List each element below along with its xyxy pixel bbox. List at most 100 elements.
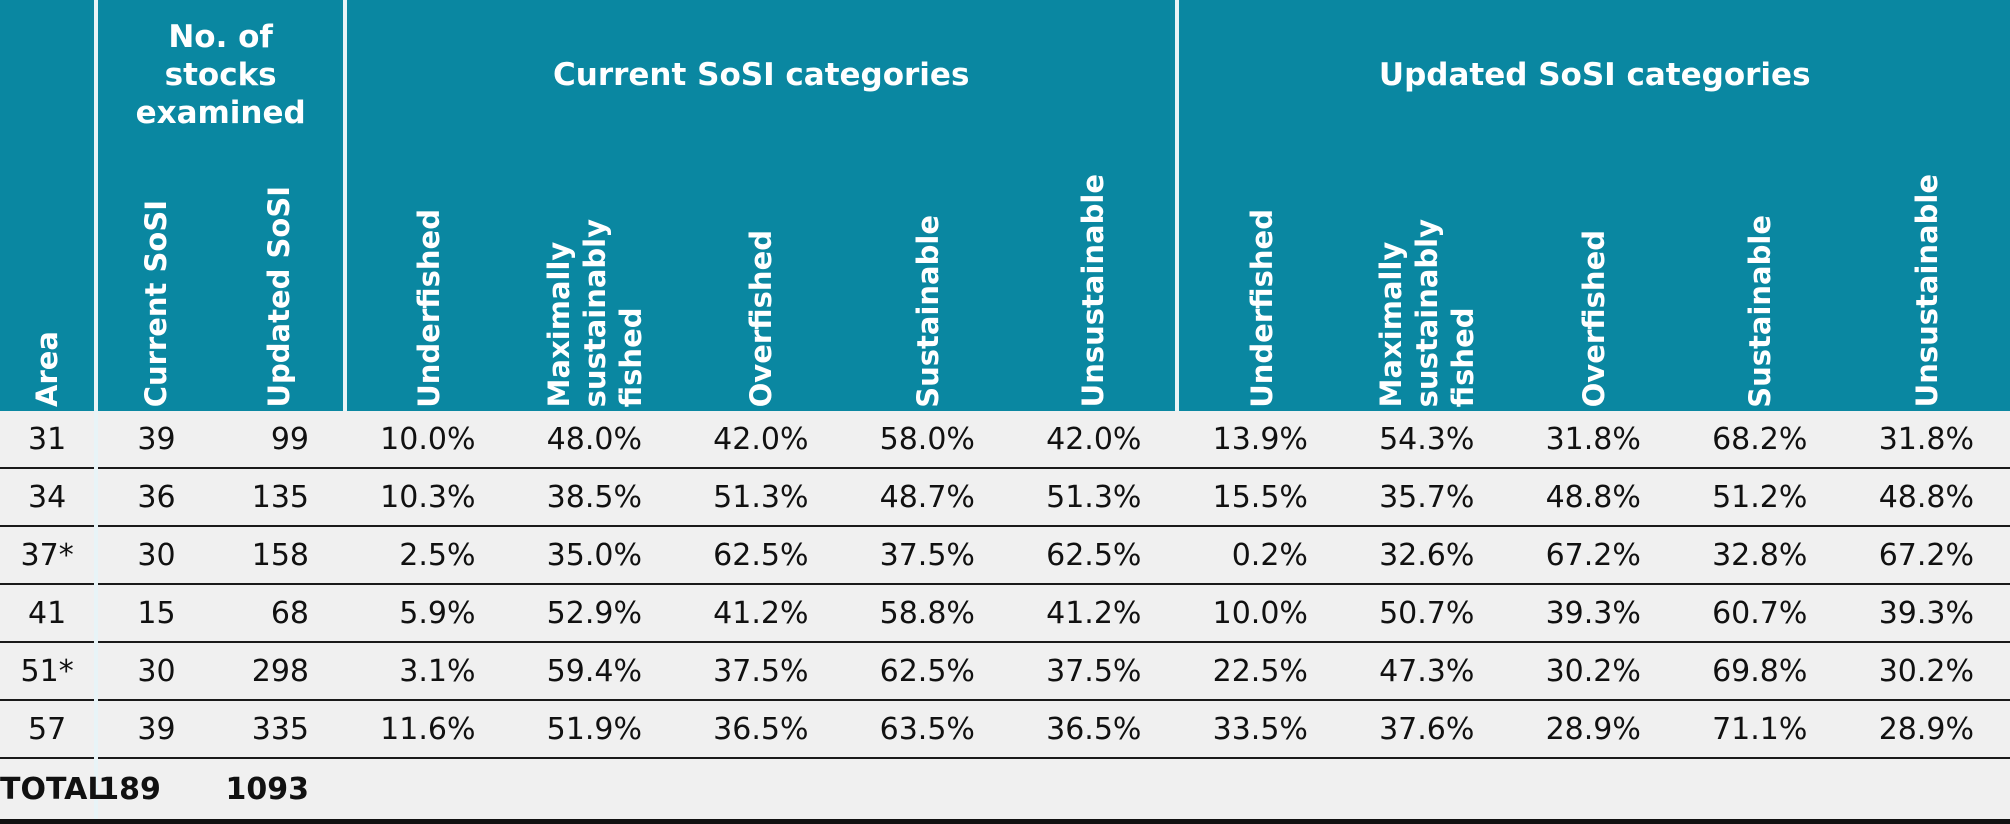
empty-cell (1343, 758, 1511, 824)
empty-cell (1010, 758, 1178, 824)
current-category-value: 42.0% (1010, 411, 1178, 470)
current-category-value: 11.6% (345, 700, 512, 760)
table-row: 51* 30 298 3.1% 59.4% 37.5% 62.5% 37.5% 22.5% 47.… (0, 642, 2010, 702)
current-category-header: Sustainable (844, 150, 1011, 412)
table-row: 41 15 68 5.9% 52.9% 41.2% 58.8% 41.2% 10.0% 50.7%… (0, 584, 2010, 644)
updated-category-value: 15.5% (1177, 468, 1344, 528)
area-cell: 37* (0, 526, 99, 586)
current-category-value: 10.3% (345, 468, 512, 528)
table-row: 57 39 335 11.6% 51.9% 36.5% 63.5% 36.5% 33.5% 37.… (0, 700, 2010, 760)
stocks-group-label: No. of stocks examined (135, 19, 306, 131)
current-category-value: 37.5% (677, 642, 845, 702)
updated-category-header: Sustainable (1676, 150, 1844, 412)
updated-category-value: 31.8% (1510, 411, 1677, 470)
empty-cell (1676, 758, 1844, 824)
updated-category-value: 28.9% (1510, 700, 1677, 760)
updated-sosi-count: 158 (214, 526, 345, 586)
current-category-value: 58.0% (844, 411, 1011, 470)
current-category-header-label: Maximally sustainably fished (541, 218, 648, 408)
updated-category-header: Unsustainable (1843, 150, 2010, 412)
current-category-value: 63.5% (844, 700, 1011, 760)
area-cell: 34 (0, 468, 99, 528)
updated-category-value: 0.2% (1177, 526, 1344, 586)
current-category-header-label: Overfished (744, 229, 779, 408)
current-category-value: 62.5% (677, 526, 845, 586)
current-sosi-count: 39 (96, 700, 215, 760)
area-cell: 31 (0, 411, 99, 470)
current-sosi-count: 30 (96, 526, 215, 586)
current-category-value: 52.9% (511, 584, 678, 644)
current-category-value: 10.0% (345, 411, 512, 470)
current-category-value: 5.9% (345, 584, 512, 644)
current-category-value: 62.5% (844, 642, 1011, 702)
current-category-value: 42.0% (677, 411, 845, 470)
empty-cell (511, 758, 678, 824)
updated-category-header-label: Overfished (1576, 229, 1611, 408)
updated-sosi-header: Updated SoSI (214, 150, 348, 412)
current-category-value: 51.3% (1010, 468, 1178, 528)
total-updated-sosi: 1093 (214, 758, 345, 824)
current-category-value: 41.2% (1010, 584, 1178, 644)
current-category-header-label: Underfished (412, 208, 447, 408)
updated-category-value: 47.3% (1343, 642, 1511, 702)
updated-category-header-label: Unsustainable (1909, 174, 1944, 408)
total-current-sosi: 189 (96, 758, 215, 824)
empty-cell (1843, 758, 2010, 824)
area-header: Area (0, 0, 99, 412)
updated-sosi-count: 99 (214, 411, 345, 470)
current-sosi-count: 39 (96, 411, 215, 470)
current-category-value: 51.9% (511, 700, 678, 760)
updated-sosi-count: 68 (214, 584, 345, 644)
updated-category-value: 48.8% (1843, 468, 2010, 528)
current-sosi-count: 30 (96, 642, 215, 702)
updated-group-header: Updated SoSI categories (1177, 0, 2010, 150)
current-category-value: 36.5% (1010, 700, 1178, 760)
table-row: 37* 30 158 2.5% 35.0% 62.5% 37.5% 62.5% 0.2% 32.6… (0, 526, 2010, 586)
empty-cell (1510, 758, 1677, 824)
total-row: TOTAL 189 1093 (0, 758, 2010, 824)
current-category-value: 3.1% (345, 642, 512, 702)
table-header: Area No. of stocks examined Current SoSI… (0, 0, 2010, 412)
updated-category-value: 48.8% (1510, 468, 1677, 528)
updated-category-value: 60.7% (1676, 584, 1844, 644)
empty-cell (345, 758, 512, 824)
updated-category-header-label: Maximally sustainably fished (1374, 218, 1481, 408)
current-category-value: 41.2% (677, 584, 845, 644)
table-row: 31 39 99 10.0% 48.0% 42.0% 58.0% 42.0% 13.9% 54.3… (0, 411, 2010, 470)
updated-category-value: 67.2% (1510, 526, 1677, 586)
current-group-header: Current SoSI categories (345, 0, 1180, 150)
current-sosi-header-label: Current SoSI (139, 200, 174, 408)
updated-category-value: 54.3% (1343, 411, 1511, 470)
current-category-header: Maximally sustainably fished (511, 150, 678, 412)
current-category-value: 62.5% (1010, 526, 1178, 586)
table-body: 31 39 99 10.0% 48.0% 42.0% 58.0% 42.0% 13.9% 54.3… (0, 411, 2010, 824)
updated-category-value: 10.0% (1177, 584, 1344, 644)
current-category-header: Overfished (677, 150, 845, 412)
current-category-header-label: Unsustainable (1076, 174, 1111, 408)
updated-category-header: Overfished (1510, 150, 1677, 412)
updated-category-value: 30.2% (1843, 642, 2010, 702)
updated-category-header: Underfished (1177, 150, 1344, 412)
total-label: TOTAL (0, 758, 106, 824)
current-category-value: 58.8% (844, 584, 1011, 644)
current-sosi-count: 36 (96, 468, 215, 528)
updated-category-value: 28.9% (1843, 700, 2010, 760)
current-category-value: 35.0% (511, 526, 678, 586)
area-cell: 57 (0, 700, 99, 760)
updated-category-value: 51.2% (1676, 468, 1844, 528)
updated-category-value: 50.7% (1343, 584, 1511, 644)
subheader-row: Current SoSI Updated SoSI Underfished Maxim… (0, 150, 2010, 412)
stocks-group-header: No. of stocks examined (96, 0, 347, 150)
updated-category-value: 22.5% (1177, 642, 1344, 702)
table-row: 34 36 135 10.3% 38.5% 51.3% 48.7% 51.3% 15.5% 35.… (0, 468, 2010, 528)
updated-sosi-count: 298 (214, 642, 345, 702)
updated-category-value: 39.3% (1510, 584, 1677, 644)
updated-category-value: 69.8% (1676, 642, 1844, 702)
current-category-value: 2.5% (345, 526, 512, 586)
updated-category-value: 32.8% (1676, 526, 1844, 586)
updated-category-value: 35.7% (1343, 468, 1511, 528)
updated-category-value: 71.1% (1676, 700, 1844, 760)
current-category-value: 59.4% (511, 642, 678, 702)
updated-category-value: 68.2% (1676, 411, 1844, 470)
empty-cell (844, 758, 1011, 824)
